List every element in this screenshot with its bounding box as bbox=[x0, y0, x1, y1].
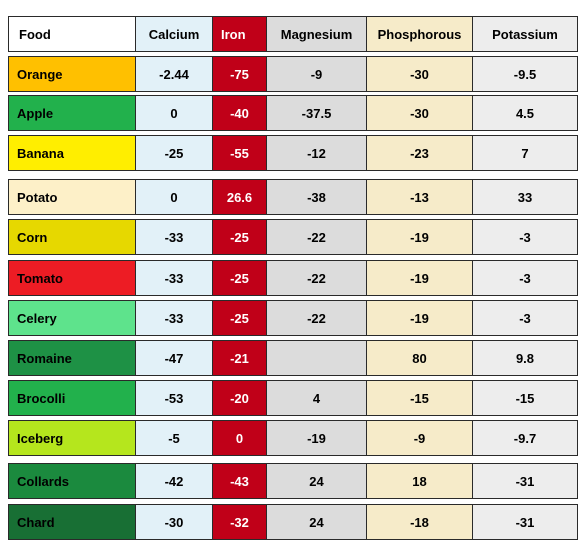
food-name-cell: Orange bbox=[8, 57, 135, 91]
magnesium-cell: -19 bbox=[266, 421, 366, 455]
iron-cell: -75 bbox=[212, 57, 266, 91]
calcium-cell: -25 bbox=[135, 136, 212, 170]
calcium-cell: -33 bbox=[135, 301, 212, 335]
table-row: Apple 0 -40 -37.5 -30 4.5 bbox=[8, 95, 578, 131]
potassium-cell: -3 bbox=[472, 261, 578, 295]
magnesium-cell: -9 bbox=[266, 57, 366, 91]
header-potassium: Potassium bbox=[472, 17, 578, 51]
food-name-cell: Corn bbox=[8, 220, 135, 254]
calcium-cell: -30 bbox=[135, 505, 212, 539]
calcium-cell: 0 bbox=[135, 180, 212, 214]
iron-cell: -21 bbox=[212, 341, 266, 375]
phosphorous-cell: -19 bbox=[366, 261, 472, 295]
potassium-cell: -31 bbox=[472, 505, 578, 539]
iron-cell: -40 bbox=[212, 96, 266, 130]
potassium-cell: -9.5 bbox=[472, 57, 578, 91]
phosphorous-cell: -9 bbox=[366, 421, 472, 455]
iron-cell: -25 bbox=[212, 261, 266, 295]
header-food: Food bbox=[8, 17, 135, 51]
food-name-cell: Banana bbox=[8, 136, 135, 170]
header-iron: Iron bbox=[212, 17, 266, 51]
phosphorous-cell: -30 bbox=[366, 57, 472, 91]
header-calcium: Calcium bbox=[135, 17, 212, 51]
calcium-cell: -2.44 bbox=[135, 57, 212, 91]
table-row: Orange -2.44 -75 -9 -30 -9.5 bbox=[8, 56, 578, 92]
food-name-cell: Collards bbox=[8, 464, 135, 498]
food-name-cell: Potato bbox=[8, 180, 135, 214]
calcium-cell: -33 bbox=[135, 261, 212, 295]
calcium-cell: -42 bbox=[135, 464, 212, 498]
iron-cell: -25 bbox=[212, 301, 266, 335]
table-row: Tomato -33 -25 -22 -19 -3 bbox=[8, 260, 578, 296]
magnesium-cell: -38 bbox=[266, 180, 366, 214]
potassium-cell: 33 bbox=[472, 180, 578, 214]
food-name-cell: Romaine bbox=[8, 341, 135, 375]
magnesium-cell: -22 bbox=[266, 301, 366, 335]
iron-cell: -32 bbox=[212, 505, 266, 539]
table-row: Chard -30 -32 24 -18 -31 bbox=[8, 504, 578, 540]
iron-cell: -43 bbox=[212, 464, 266, 498]
header-magnesium: Magnesium bbox=[266, 17, 366, 51]
table-row: Iceberg -5 0 -19 -9 -9.7 bbox=[8, 420, 578, 456]
table-row: Potato 0 26.6 -38 -13 33 bbox=[8, 179, 578, 215]
iron-cell: 26.6 bbox=[212, 180, 266, 214]
magnesium-cell: 4 bbox=[266, 381, 366, 415]
phosphorous-cell: -18 bbox=[366, 505, 472, 539]
header-row: Food Calcium Iron Magnesium Phosphorous … bbox=[8, 16, 578, 52]
calcium-cell: -33 bbox=[135, 220, 212, 254]
iron-cell: 0 bbox=[212, 421, 266, 455]
table-row: Celery -33 -25 -22 -19 -3 bbox=[8, 300, 578, 336]
food-name-cell: Tomato bbox=[8, 261, 135, 295]
table-row: Romaine -47 -21 80 9.8 bbox=[8, 340, 578, 376]
calcium-cell: 0 bbox=[135, 96, 212, 130]
potassium-cell: 9.8 bbox=[472, 341, 578, 375]
food-name-cell: Celery bbox=[8, 301, 135, 335]
magnesium-cell: 24 bbox=[266, 505, 366, 539]
food-name-cell: Apple bbox=[8, 96, 135, 130]
potassium-cell: -3 bbox=[472, 220, 578, 254]
food-name-cell: Iceberg bbox=[8, 421, 135, 455]
potassium-cell: -9.7 bbox=[472, 421, 578, 455]
magnesium-cell: -22 bbox=[266, 261, 366, 295]
phosphorous-cell: -23 bbox=[366, 136, 472, 170]
phosphorous-cell: -13 bbox=[366, 180, 472, 214]
iron-cell: -55 bbox=[212, 136, 266, 170]
potassium-cell: 4.5 bbox=[472, 96, 578, 130]
phosphorous-cell: 80 bbox=[366, 341, 472, 375]
potassium-cell: -3 bbox=[472, 301, 578, 335]
table-row: Corn -33 -25 -22 -19 -3 bbox=[8, 219, 578, 255]
potassium-cell: 7 bbox=[472, 136, 578, 170]
magnesium-cell: -22 bbox=[266, 220, 366, 254]
magnesium-cell: -37.5 bbox=[266, 96, 366, 130]
table-row: Collards -42 -43 24 18 -31 bbox=[8, 463, 578, 499]
magnesium-cell bbox=[266, 341, 366, 375]
calcium-cell: -53 bbox=[135, 381, 212, 415]
food-name-cell: Brocolli bbox=[8, 381, 135, 415]
phosphorous-cell: -19 bbox=[366, 220, 472, 254]
calcium-cell: -47 bbox=[135, 341, 212, 375]
iron-cell: -25 bbox=[212, 220, 266, 254]
potassium-cell: -31 bbox=[472, 464, 578, 498]
iron-cell: -20 bbox=[212, 381, 266, 415]
phosphorous-cell: -15 bbox=[366, 381, 472, 415]
phosphorous-cell: -30 bbox=[366, 96, 472, 130]
magnesium-cell: -12 bbox=[266, 136, 366, 170]
potassium-cell: -15 bbox=[472, 381, 578, 415]
food-name-cell: Chard bbox=[8, 505, 135, 539]
phosphorous-cell: -19 bbox=[366, 301, 472, 335]
magnesium-cell: 24 bbox=[266, 464, 366, 498]
phosphorous-cell: 18 bbox=[366, 464, 472, 498]
table-row: Brocolli -53 -20 4 -15 -15 bbox=[8, 380, 578, 416]
table-row: Banana -25 -55 -12 -23 7 bbox=[8, 135, 578, 171]
calcium-cell: -5 bbox=[135, 421, 212, 455]
header-phosphorous: Phosphorous bbox=[366, 17, 472, 51]
